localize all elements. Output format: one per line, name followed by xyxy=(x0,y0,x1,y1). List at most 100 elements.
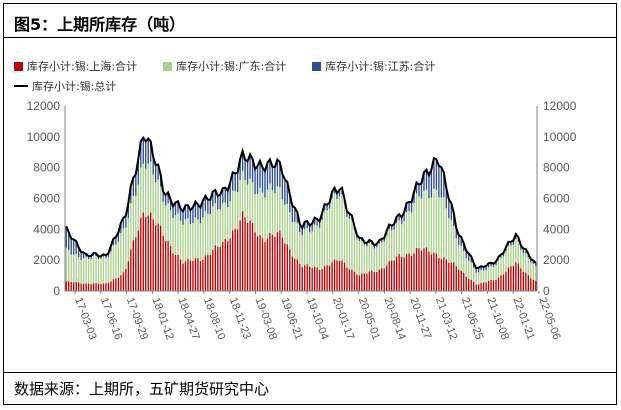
bar-shanghai xyxy=(162,235,164,291)
bar-shanghai xyxy=(117,277,120,291)
bar-shanghai xyxy=(232,230,234,291)
bar-guangdong xyxy=(105,257,107,284)
bar-shanghai xyxy=(97,283,100,291)
bar-guangdong xyxy=(239,179,241,221)
bar-shanghai xyxy=(477,284,480,291)
bar-guangdong xyxy=(468,260,470,279)
bar-jiangsu xyxy=(318,221,321,228)
bar-shanghai xyxy=(150,212,152,291)
bar-shanghai xyxy=(311,268,313,291)
bar-shanghai xyxy=(172,253,174,291)
bar-guangdong xyxy=(130,203,132,250)
legend-line-total xyxy=(14,85,28,87)
bar-guangdong xyxy=(182,224,184,264)
bar-shanghai xyxy=(209,255,212,291)
x-tick-label: 19-03-08 xyxy=(253,296,279,341)
bar-jiangsu xyxy=(271,166,274,191)
bar-jiangsu xyxy=(100,256,102,259)
bar-guangdong xyxy=(142,163,144,213)
bar-jiangsu xyxy=(304,221,306,230)
bar-guangdong xyxy=(433,188,435,253)
bar-guangdong xyxy=(460,245,462,271)
bar-shanghai xyxy=(333,259,336,291)
bar-guangdong xyxy=(448,218,450,263)
bar-guangdong xyxy=(209,214,212,256)
bar-guangdong xyxy=(405,212,408,255)
bar-jiangsu xyxy=(80,252,82,260)
bar-jiangsu xyxy=(477,267,480,273)
y-tick-label-left: 12000 xyxy=(27,99,61,113)
x-tick-label: 21-03-12 xyxy=(433,296,459,341)
bar-shanghai xyxy=(90,284,92,291)
bar-jiangsu xyxy=(77,247,80,258)
bar-jiangsu xyxy=(487,263,490,268)
bar-jiangsu xyxy=(236,172,239,193)
bar-guangdong xyxy=(393,229,395,261)
bar-guangdong xyxy=(490,266,492,280)
bar-shanghai xyxy=(204,255,207,291)
bar-shanghai xyxy=(152,219,154,291)
bar-guangdong xyxy=(284,204,286,244)
bar-jiangsu xyxy=(440,167,443,198)
bar-shanghai xyxy=(525,272,527,291)
bar-jiangsu xyxy=(309,225,311,233)
bar-guangdong xyxy=(420,198,423,251)
bar-shanghai xyxy=(234,228,236,291)
bar-shanghai xyxy=(239,220,241,291)
bar-guangdong xyxy=(480,270,482,283)
y-tick-label-right: 8000 xyxy=(543,161,570,175)
bar-shanghai xyxy=(65,281,67,291)
bar-guangdong xyxy=(438,197,440,259)
legend-swatch-shanghai xyxy=(14,61,23,71)
bar-shanghai xyxy=(495,280,497,291)
bar-jiangsu xyxy=(227,190,229,208)
bar-shanghai xyxy=(418,248,420,291)
bar-shanghai xyxy=(251,222,254,291)
bar-guangdong xyxy=(179,220,182,260)
bar-jiangsu xyxy=(338,189,341,197)
bar-guangdong xyxy=(264,197,266,243)
bar-shanghai xyxy=(512,265,515,291)
bar-jiangsu xyxy=(465,250,467,259)
bar-jiangsu xyxy=(296,212,298,223)
bar-guangdong xyxy=(299,232,301,264)
x-tick-label: 21-10-08 xyxy=(485,296,511,341)
bar-jiangsu xyxy=(522,248,525,254)
legend-swatch-jiangsu xyxy=(312,61,322,71)
bar-guangdong xyxy=(413,203,415,254)
bar-shanghai xyxy=(299,263,301,291)
bar-shanghai xyxy=(410,255,413,291)
bar-jiangsu xyxy=(495,261,497,266)
bar-shanghai xyxy=(530,278,532,291)
bar-shanghai xyxy=(480,282,482,291)
bar-shanghai xyxy=(366,273,368,291)
bar-jiangsu xyxy=(428,175,430,199)
bar-jiangsu xyxy=(348,213,351,219)
bar-jiangsu xyxy=(192,207,194,223)
bar-shanghai xyxy=(269,232,271,291)
bar-guangdong xyxy=(112,245,115,280)
bar-shanghai xyxy=(187,258,189,291)
bar-shanghai xyxy=(460,270,462,291)
bar-jiangsu xyxy=(154,165,157,183)
bar-jiangsu xyxy=(70,238,72,255)
bar-guangdong xyxy=(117,241,120,278)
bar-shanghai xyxy=(241,211,244,291)
bar-shanghai xyxy=(107,282,110,291)
bar-shanghai xyxy=(177,254,179,291)
bar-guangdong xyxy=(458,244,460,270)
y-tick-label-right: 12000 xyxy=(543,99,577,113)
bar-guangdong xyxy=(318,227,321,270)
bar-jiangsu xyxy=(132,177,134,196)
bar-shanghai xyxy=(346,267,348,291)
bar-shanghai xyxy=(87,283,90,291)
bar-guangdong xyxy=(517,241,520,264)
bar-shanghai xyxy=(289,249,291,291)
bar-guangdong xyxy=(87,258,90,284)
bar-guangdong xyxy=(527,257,529,275)
bar-shanghai xyxy=(256,236,259,291)
bar-shanghai xyxy=(472,281,475,291)
bar-jiangsu xyxy=(455,228,457,239)
bar-shanghai xyxy=(279,230,281,291)
bar-jiangsu xyxy=(177,201,179,214)
